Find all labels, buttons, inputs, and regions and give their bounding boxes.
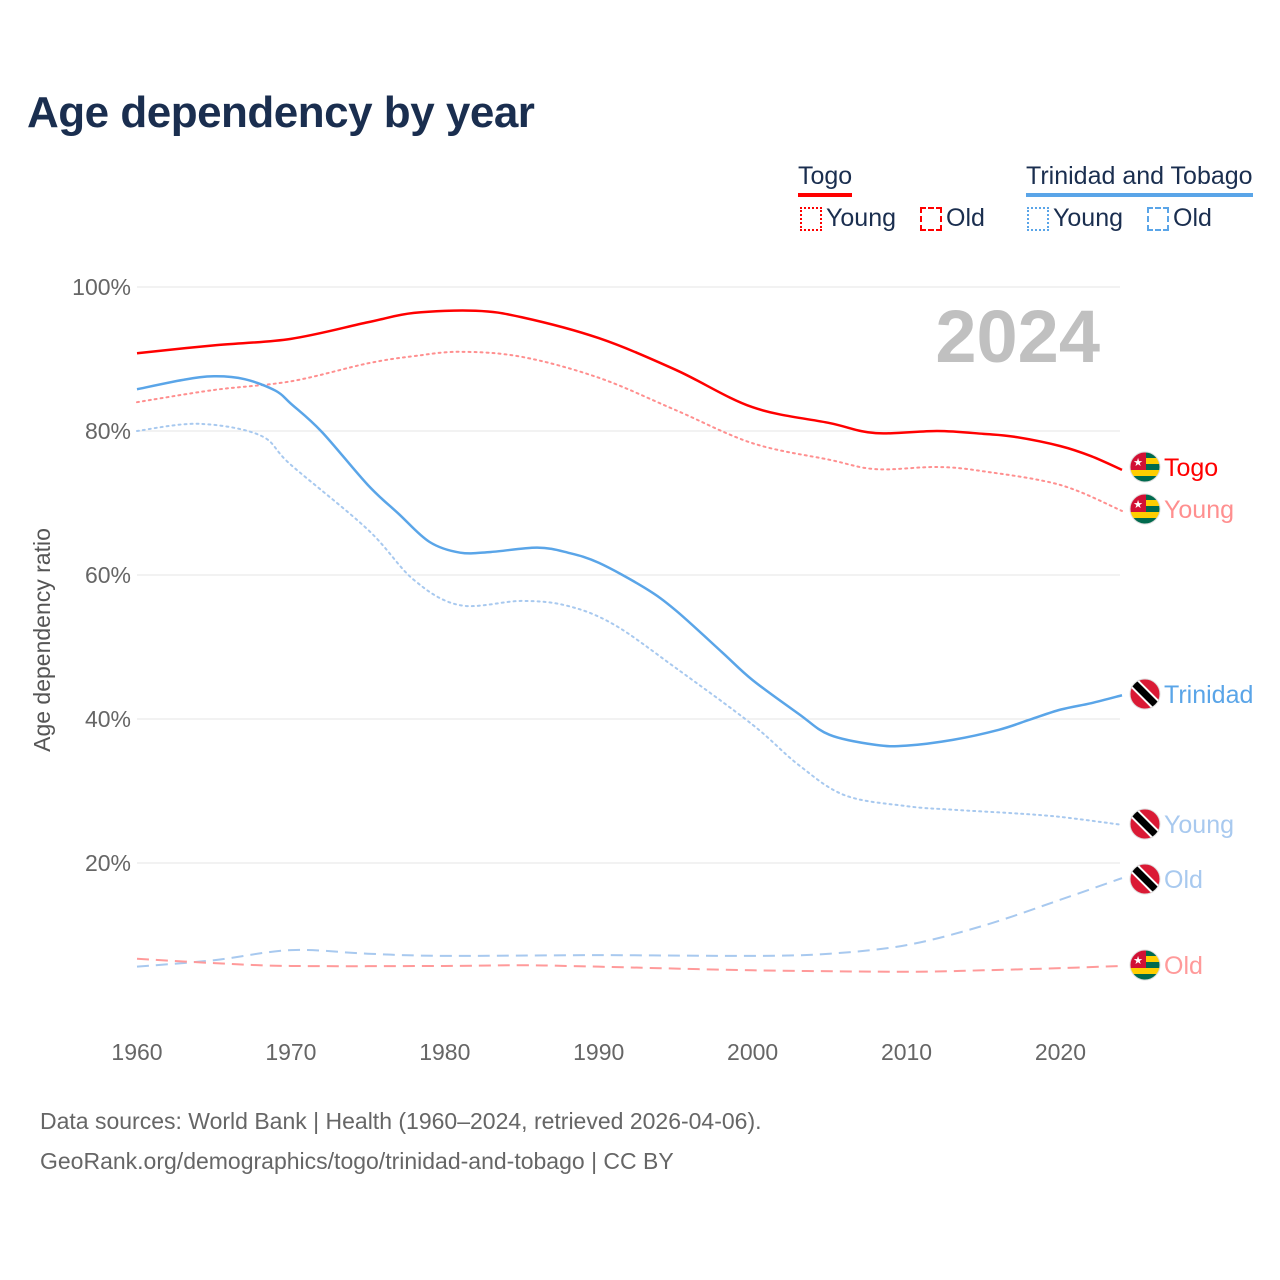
star-icon: ★ <box>1133 499 1143 511</box>
dashed-swatch-icon <box>1147 206 1169 231</box>
series-end-label: Old <box>1164 866 1203 894</box>
y-tick-label: 40% <box>85 706 131 732</box>
legend-label: Young <box>826 204 896 232</box>
legend-label: Old <box>1173 204 1212 232</box>
flag-stripe <box>1130 476 1160 482</box>
series-line-togo-old <box>136 957 1123 973</box>
y-tick-label: 100% <box>72 274 131 300</box>
legend-trinidad-young[interactable]: Young <box>1027 204 1123 233</box>
dashed-swatch-icon <box>920 206 942 231</box>
flag-stripe <box>1130 512 1160 518</box>
flag-border <box>1129 451 1161 483</box>
flag-stripe <box>1130 968 1160 974</box>
end-label-group: ★ Old <box>1129 949 1203 981</box>
series-line-togo-young <box>136 350 1123 512</box>
x-tick-label: 2010 <box>881 1039 932 1065</box>
end-label-group: Young <box>1129 808 1234 840</box>
flag-border <box>1129 493 1161 525</box>
y-tick-label: 60% <box>85 562 131 588</box>
y-tick-label: 80% <box>85 418 131 444</box>
series-line-trinidad-and-tobago-old <box>136 877 1123 968</box>
legend-label: Old <box>946 204 985 232</box>
flag-border <box>1129 949 1161 981</box>
chart-title: Age dependency by year <box>27 88 535 137</box>
year-watermark: 2024 <box>935 295 1100 378</box>
flag-band <box>1130 864 1160 894</box>
source-line-2: GeoRank.org/demographics/togo/trinidad-a… <box>40 1148 674 1174</box>
flag-border <box>1129 678 1161 710</box>
flag-band <box>1130 679 1160 709</box>
x-tick-label: 1970 <box>265 1039 316 1065</box>
x-tick-label: 1990 <box>573 1039 624 1065</box>
end-label-group: ★ Togo <box>1129 451 1218 483</box>
flag-stripe <box>1130 974 1160 980</box>
end-label-group: ★ Young <box>1129 493 1234 525</box>
legend-trinidad[interactable]: Trinidad and Tobago <box>1026 162 1253 197</box>
flag-border <box>1129 808 1161 840</box>
dotted-swatch-icon <box>1027 206 1049 231</box>
line-chart: 20% 40% 60% 80% 100% 1960 1970 1980 1990 2000 2010… <box>29 274 1253 1065</box>
series-line-trinidad-and-tobago-young <box>136 422 1123 826</box>
y-tick-label: 20% <box>85 850 131 876</box>
legend-label: Young <box>1053 204 1123 232</box>
series-line-trinidad-and-tobago <box>136 375 1123 748</box>
x-tick-label: 2020 <box>1035 1039 1086 1065</box>
dotted-swatch-icon <box>800 206 822 231</box>
series-end-label: Young <box>1164 811 1234 839</box>
trinidad-flag-icon <box>1130 679 1160 709</box>
series-end-label: Old <box>1164 952 1203 980</box>
end-label-group: Trinidad <box>1129 678 1253 710</box>
source-line-1: Data sources: World Bank | Health (1960–… <box>40 1108 762 1134</box>
flag-stripe <box>1130 518 1160 524</box>
end-label-group: Old <box>1129 863 1203 895</box>
flag-stripe <box>1130 470 1160 476</box>
legend-togo-young[interactable]: Young <box>800 204 896 233</box>
x-tick-label: 1980 <box>419 1039 470 1065</box>
flag-band <box>1130 809 1160 839</box>
star-icon: ★ <box>1133 955 1143 967</box>
y-axis-label: Age dependency ratio <box>29 528 55 752</box>
series-end-label: Trinidad <box>1164 681 1253 709</box>
trinidad-flag-icon <box>1130 864 1160 894</box>
flag-border <box>1129 863 1161 895</box>
star-icon: ★ <box>1133 457 1143 469</box>
legend-togo-old[interactable]: Old <box>920 204 985 233</box>
series-end-label: Young <box>1164 496 1234 524</box>
x-tick-label: 1960 <box>111 1039 162 1065</box>
legend-togo[interactable]: Togo <box>798 162 853 197</box>
x-tick-label: 2000 <box>727 1039 778 1065</box>
legend-trinidad-old[interactable]: Old <box>1147 204 1212 233</box>
series-end-label: Togo <box>1164 454 1218 482</box>
trinidad-flag-icon <box>1130 809 1160 839</box>
series-line-togo <box>136 309 1123 472</box>
togo-flag-icon: ★ <box>1130 494 1160 524</box>
